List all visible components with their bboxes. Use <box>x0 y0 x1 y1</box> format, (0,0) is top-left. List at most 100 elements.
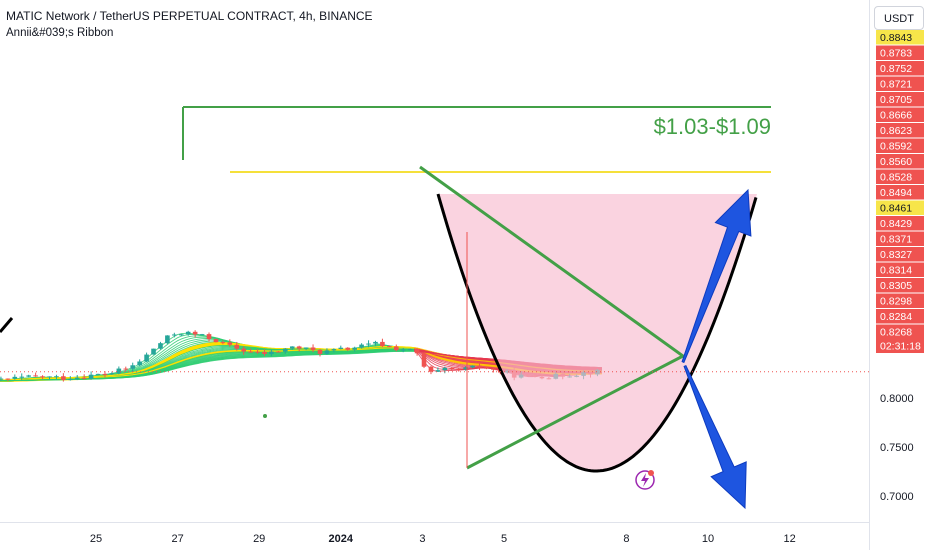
candle-body <box>310 347 316 350</box>
arrow-down <box>683 364 747 510</box>
price-label-bg <box>876 185 924 200</box>
candle-body <box>393 346 399 351</box>
candle-body <box>199 334 205 336</box>
candle-body <box>74 377 80 380</box>
price-label-bg <box>876 324 924 339</box>
price-scale: 0.8843 0.8783 0.8752 0.8721 0.8705 0.8666 0.86… <box>876 30 924 503</box>
candle-body <box>158 343 163 349</box>
candle-body <box>352 347 357 350</box>
candle-body <box>178 334 184 336</box>
candle-body <box>338 347 344 350</box>
cup-curve <box>436 193 758 473</box>
price-tick-label: 0.8000 <box>880 393 914 405</box>
candle-body <box>172 334 177 336</box>
candle-body <box>102 373 108 375</box>
candle-body <box>109 373 115 375</box>
price-label: 0.8560 <box>880 156 912 168</box>
arrow-up <box>681 188 752 364</box>
candle-body <box>95 373 101 375</box>
flash-icon-badge <box>648 470 654 476</box>
candle-body <box>463 367 468 370</box>
price-label-bg <box>876 138 924 153</box>
candle-body <box>407 349 413 351</box>
candle-body <box>428 366 434 372</box>
candle-body <box>477 365 482 368</box>
time-tick-label: 25 <box>90 533 102 545</box>
candle-body <box>303 347 309 349</box>
countdown-bg <box>876 339 924 353</box>
price-label: 0.8314 <box>880 265 912 277</box>
candle-body <box>81 377 87 379</box>
candle-body <box>387 346 392 348</box>
candle-body <box>366 343 371 345</box>
time-axis: 25 27 29 2024 3 5 8 10 12 <box>90 533 796 545</box>
time-tick-label: 2024 <box>329 533 354 545</box>
price-scale-separator <box>869 0 870 550</box>
price-label: 0.8752 <box>880 63 912 75</box>
candle-body <box>5 378 11 380</box>
candle-body <box>241 348 246 352</box>
price-label: 0.8298 <box>880 296 912 308</box>
price-tick-label: 0.7500 <box>880 442 914 454</box>
candle-body <box>123 368 129 370</box>
candle-body <box>116 368 122 374</box>
candle-body <box>206 334 212 340</box>
candle-body <box>0 378 4 380</box>
chart-title: MATIC Network / TetherUS PERPETUAL CONTR… <box>6 9 373 23</box>
candle-body <box>400 349 406 351</box>
candle-body <box>324 350 330 354</box>
price-label-bg <box>876 45 924 60</box>
candle-body <box>449 367 455 369</box>
candle-body <box>331 349 337 351</box>
candle-body <box>283 348 288 352</box>
candle-body <box>359 344 364 348</box>
price-label-bg <box>876 61 924 76</box>
candle-body <box>185 331 191 335</box>
price-label: 0.8783 <box>880 48 912 60</box>
candle-body <box>435 370 441 372</box>
price-label: 0.8528 <box>880 172 912 184</box>
candle-body <box>470 365 475 368</box>
price-label-bg <box>876 247 924 262</box>
price-tick-label: 0.7000 <box>880 491 914 503</box>
countdown-label: 02:31:18 <box>880 341 921 353</box>
price-label-bg <box>876 293 924 308</box>
time-tick-label: 27 <box>171 533 183 545</box>
price-label-bg <box>876 262 924 277</box>
candle-body <box>276 351 281 353</box>
candle-body <box>61 376 66 380</box>
time-tick-label: 5 <box>501 533 507 545</box>
time-tick-label: 3 <box>419 533 425 545</box>
candle-body <box>289 346 295 349</box>
time-tick-label: 12 <box>783 533 795 545</box>
plot-group: $1.03-$1.09 <box>0 106 869 510</box>
candle-body <box>40 376 45 378</box>
candle-body <box>317 349 323 354</box>
candle-body <box>262 351 267 355</box>
price-label-bg <box>876 169 924 184</box>
candle-body <box>220 342 226 344</box>
price-label-bg <box>876 231 924 246</box>
time-scale-separator <box>0 522 869 523</box>
time-tick-label: 10 <box>702 533 714 545</box>
indicator-label[interactable]: Annii&#039;s Ribbon <box>6 27 114 39</box>
price-label: 0.8721 <box>880 79 912 91</box>
price-label-bg <box>876 30 924 45</box>
price-label: 0.8461 <box>880 203 912 215</box>
candle-body <box>491 368 496 370</box>
candle-body <box>373 341 378 344</box>
candle-body <box>255 351 260 353</box>
price-label: 0.8268 <box>880 327 912 339</box>
candle-body <box>12 376 18 379</box>
candle-body <box>19 376 25 378</box>
price-label: 0.8284 <box>880 311 912 323</box>
currency-button[interactable]: USDT <box>874 6 924 30</box>
time-tick-label: 29 <box>253 533 265 545</box>
price-label-bg <box>876 216 924 231</box>
price-label-bg <box>876 309 924 324</box>
candle-body <box>26 375 31 377</box>
candle-body <box>442 367 448 371</box>
price-label: 0.8705 <box>880 94 912 106</box>
